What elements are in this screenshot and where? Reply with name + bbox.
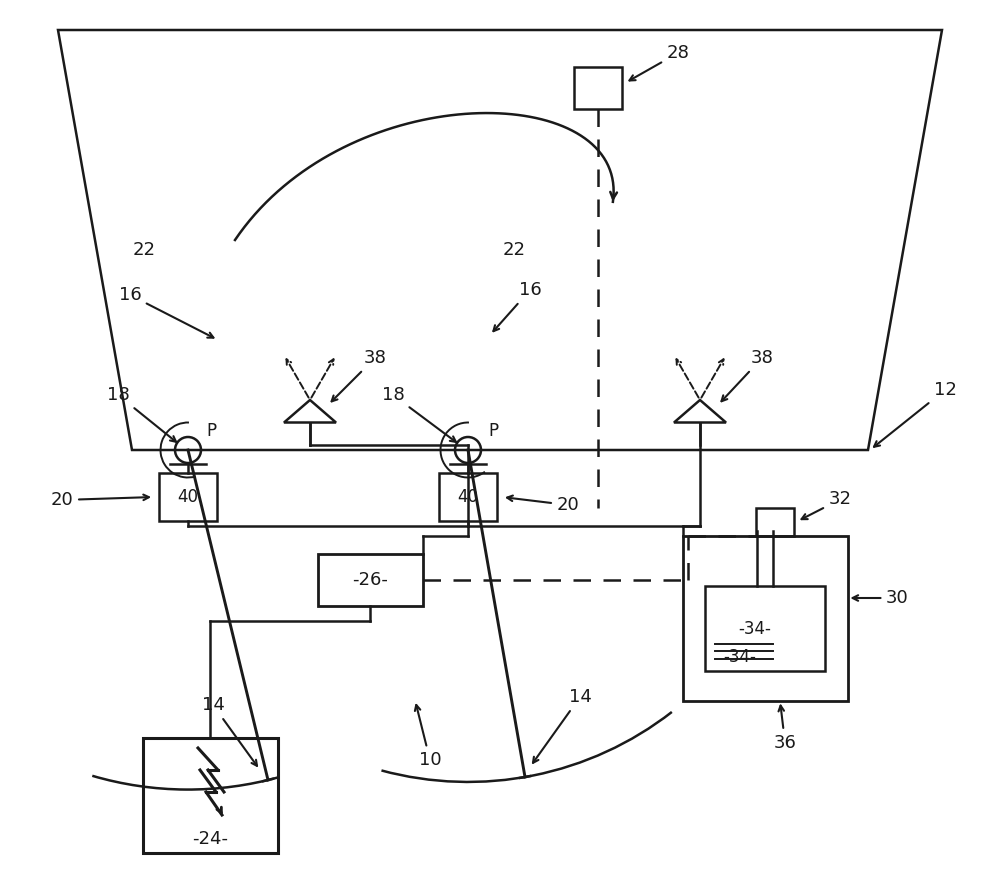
Text: 14: 14 bbox=[202, 696, 257, 766]
Text: 30: 30 bbox=[853, 589, 909, 607]
Text: 12: 12 bbox=[874, 381, 956, 447]
Text: 22: 22 bbox=[133, 241, 156, 259]
Text: 14: 14 bbox=[533, 688, 591, 763]
Text: 18: 18 bbox=[107, 386, 176, 442]
Text: -24-: -24- bbox=[192, 830, 228, 847]
Bar bbox=[574, 67, 622, 109]
Text: -34-: -34- bbox=[724, 648, 756, 665]
Text: 38: 38 bbox=[721, 349, 773, 401]
Text: 32: 32 bbox=[802, 491, 852, 519]
Bar bbox=[705, 585, 825, 671]
Bar bbox=[439, 473, 497, 521]
Text: 40: 40 bbox=[458, 488, 479, 506]
Text: 10: 10 bbox=[415, 705, 441, 769]
Text: 22: 22 bbox=[503, 241, 526, 259]
Text: -34-: -34- bbox=[739, 620, 771, 638]
Text: 16: 16 bbox=[493, 281, 541, 331]
Bar bbox=[756, 508, 794, 535]
Text: 20: 20 bbox=[507, 496, 579, 514]
Text: 16: 16 bbox=[119, 286, 213, 338]
Text: P: P bbox=[206, 422, 216, 440]
Text: 40: 40 bbox=[178, 488, 198, 506]
Text: 38: 38 bbox=[332, 349, 386, 401]
Text: -26-: -26- bbox=[352, 571, 388, 589]
Text: 28: 28 bbox=[629, 44, 689, 80]
Text: 18: 18 bbox=[382, 386, 456, 442]
Bar bbox=[159, 473, 217, 521]
Text: P: P bbox=[488, 422, 498, 440]
Bar bbox=[682, 535, 848, 700]
Bar bbox=[318, 554, 422, 606]
Bar bbox=[143, 738, 278, 853]
Text: 36: 36 bbox=[774, 706, 796, 751]
Text: 20: 20 bbox=[51, 491, 149, 509]
